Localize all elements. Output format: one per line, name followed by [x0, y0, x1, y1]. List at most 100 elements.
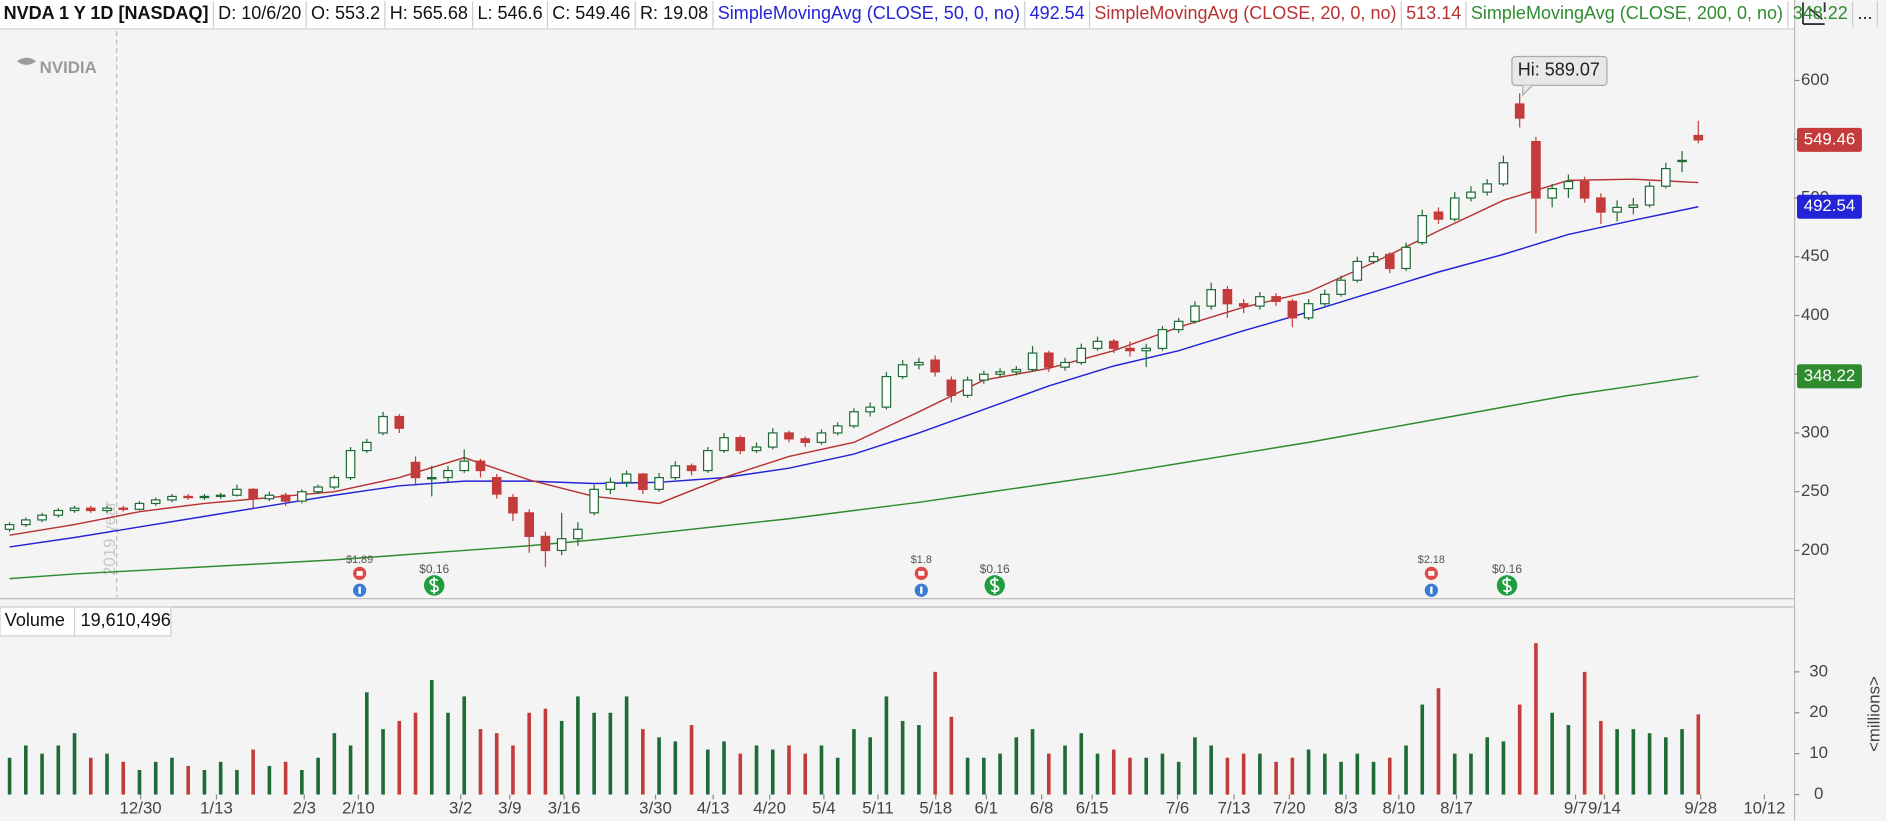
- candle-body: [183, 495, 194, 499]
- candle-body: [995, 371, 1005, 375]
- volume-bar: [722, 741, 726, 795]
- candle-body: [85, 507, 96, 512]
- volume-bar: [1290, 757, 1295, 795]
- candle-body: [881, 375, 892, 408]
- candle-body: [702, 449, 713, 472]
- candle-body: [313, 486, 323, 493]
- earnings-icon-detail: [1428, 570, 1435, 576]
- volume-bar: [998, 753, 1002, 795]
- volume-bar: [1371, 761, 1376, 795]
- volume-bar: [137, 770, 142, 795]
- x-tick-label: 6/15: [1076, 798, 1109, 817]
- candle-body: [426, 477, 437, 480]
- volume-title-box: [0, 606, 76, 637]
- header-item: 492.54: [1030, 3, 1085, 23]
- volume-bar: [1517, 704, 1522, 795]
- candle-body: [1693, 134, 1704, 141]
- candle-body: [589, 488, 599, 514]
- volume-bar: [1566, 725, 1571, 795]
- candle-body: [443, 469, 453, 479]
- candle-body: [573, 528, 583, 540]
- candle-body: [540, 535, 551, 552]
- candle-body: [508, 496, 518, 514]
- volume-bar: [1128, 757, 1132, 795]
- candle-body: [800, 438, 811, 443]
- candle-body: [524, 512, 534, 537]
- volume-bar: [1339, 761, 1343, 795]
- x-tick-label: 5/18: [919, 798, 952, 817]
- x-tick-label: 9/7: [1564, 798, 1587, 817]
- volume-bar: [835, 757, 840, 795]
- volume-bar: [1664, 737, 1668, 795]
- candle-body: [215, 494, 226, 498]
- earnings-info-detail: [358, 586, 361, 594]
- candle-body: [1320, 293, 1330, 305]
- volume-bar: [1582, 671, 1587, 795]
- candle-body: [1417, 215, 1428, 244]
- candle-body: [394, 415, 405, 429]
- volume-y-tick-label: 10: [1809, 743, 1828, 762]
- x-tick-label: 4/13: [697, 798, 730, 817]
- price-marker: 492.54: [1804, 196, 1856, 215]
- price-marker-box: [1796, 364, 1862, 389]
- moving-average-line: [9, 178, 1699, 536]
- header-item: NVDA 1 Y 1D [NASDAQ]: [4, 3, 209, 23]
- x-tick-label: 9/28: [1684, 798, 1717, 817]
- volume-bar: [1420, 704, 1425, 795]
- volume-bar: [1452, 753, 1457, 795]
- volume-bar: [397, 720, 402, 795]
- candle-body: [53, 509, 64, 516]
- event-label: $0.16: [980, 562, 1010, 576]
- volume-bar: [283, 761, 288, 795]
- volume-bar: [819, 745, 824, 795]
- candle-body: [297, 491, 307, 502]
- candle-body: [280, 494, 291, 502]
- volume-bar: [1534, 643, 1538, 795]
- candle-body: [248, 488, 258, 500]
- volume-bar: [1046, 753, 1051, 795]
- candle-body: [897, 364, 908, 378]
- x-tick-label: 6/8: [1030, 798, 1053, 817]
- candle-body: [1612, 206, 1622, 213]
- volume-bar: [1436, 688, 1441, 795]
- y-tick-label: 400: [1801, 305, 1829, 324]
- event-label: $1.89: [346, 554, 373, 566]
- volume-bar: [1387, 757, 1392, 795]
- volume-last-box: [73, 606, 172, 637]
- candle-body: [1596, 197, 1606, 213]
- volume-bar: [949, 716, 954, 795]
- price-marker: 549.46: [1804, 129, 1856, 148]
- volume-bar: [365, 692, 369, 795]
- candle-body: [1125, 347, 1135, 352]
- settings-icon[interactable]: [1802, 2, 1826, 25]
- candle-body: [21, 519, 31, 526]
- x-tick-label: 7/6: [1166, 798, 1189, 817]
- x-tick-label: 7/20: [1273, 798, 1306, 817]
- volume-bar: [121, 761, 126, 795]
- x-tick-label: 3/9: [498, 798, 521, 817]
- volume-bar: [446, 712, 450, 795]
- candle-body: [930, 359, 940, 373]
- volume-bar: [1030, 729, 1035, 795]
- candle-body: [491, 477, 502, 495]
- candle-body: [1368, 256, 1379, 263]
- candle-body: [1108, 340, 1119, 349]
- candle-body: [134, 502, 145, 510]
- candle-body: [329, 477, 340, 488]
- candle-body: [751, 446, 762, 452]
- volume-bar: [1193, 737, 1197, 795]
- candle-body: [914, 361, 924, 366]
- volume-bar: [1631, 729, 1636, 795]
- candle-body: [459, 460, 470, 472]
- volume-bar: [641, 729, 645, 795]
- candle-body: [946, 379, 957, 396]
- volume-bar: [202, 770, 207, 795]
- volume-bar: [933, 671, 937, 795]
- y-tick-label: 300: [1801, 422, 1829, 441]
- volume-bar: [7, 757, 12, 795]
- volume-bar: [657, 737, 661, 795]
- candle-body: [264, 494, 275, 500]
- candle-body: [199, 495, 210, 499]
- volume-bar: [462, 696, 467, 795]
